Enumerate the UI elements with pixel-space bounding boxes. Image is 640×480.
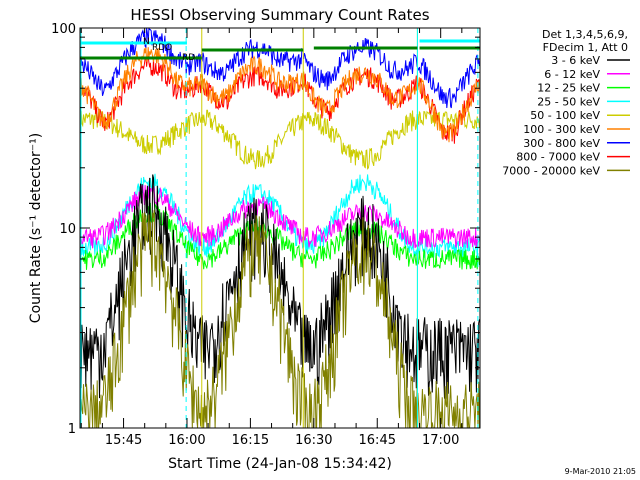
legend-entry-label: 50 - 100 keV — [530, 109, 600, 122]
y-tick-label: 1 — [68, 422, 76, 437]
series-line — [201, 55, 304, 107]
legend: Det 1,3,4,5,6,9,FDecim 1, Att 03 - 6 keV… — [502, 28, 630, 177]
date-stamp: 9-Mar-2010 21:05 — [565, 467, 636, 476]
series-line — [303, 110, 418, 170]
legend-header: FDecim 1, Att 0 — [543, 41, 628, 54]
series-line — [201, 215, 304, 428]
x-tick-label: 17:00 — [422, 433, 459, 448]
legend-entry-label: 800 - 7000 keV — [516, 151, 600, 164]
series-line — [80, 173, 202, 257]
y-tick-label: 10 — [59, 222, 76, 237]
y-axis-label-text: Count Rate (s⁻¹ detector⁻¹) — [28, 133, 44, 323]
series-line — [201, 109, 304, 170]
series-line — [80, 209, 202, 428]
series-layer — [80, 28, 480, 428]
series-line — [201, 39, 304, 82]
x-tick-label: 16:45 — [359, 433, 396, 448]
legend-entry-label: 3 - 6 keV — [551, 54, 600, 67]
flag-annotation: RD — [182, 53, 195, 63]
series-line — [417, 317, 480, 399]
x-tick-label: 16:15 — [232, 433, 269, 448]
legend-entry-label: 300 - 800 keV — [523, 137, 600, 150]
svg-text:Count Rate (s⁻¹ detector⁻¹): Count Rate (s⁻¹ detector⁻¹) — [28, 133, 44, 323]
flag-annotation: RDO — [152, 43, 172, 53]
series-line — [303, 38, 418, 91]
series-line — [417, 227, 480, 249]
series-line — [417, 249, 480, 270]
legend-entry-label: 6 - 12 keV — [544, 68, 600, 81]
series-line — [303, 66, 418, 117]
legend-entry-label: 25 - 50 keV — [537, 95, 600, 108]
series-line — [80, 55, 202, 131]
x-axis-label: Start Time (24-Jan-08 15:34:42) — [168, 456, 392, 472]
series-line — [417, 235, 480, 259]
legend-entry-label: 100 - 300 keV — [523, 123, 600, 136]
series-line — [201, 197, 304, 383]
series-line — [303, 217, 418, 428]
series-line — [80, 174, 202, 399]
axes-layer: 15:45 16:00 16:15 16:30 16:45 17:00 1 10 100 — [51, 22, 480, 448]
series-line — [417, 109, 480, 130]
legend-entry-label: 12 - 25 keV — [537, 82, 600, 95]
flag-annotation: N — [143, 37, 150, 47]
series-line — [201, 196, 304, 247]
series-line — [80, 28, 202, 96]
series-line — [417, 77, 480, 143]
y-tick-label: 100 — [51, 22, 76, 37]
x-tick-label: 15:45 — [105, 433, 142, 448]
x-tick-label: 16:30 — [295, 433, 332, 448]
y-axis-label: Count Rate (s⁻¹ detector⁻¹) — [28, 133, 44, 323]
series-line — [80, 202, 202, 270]
legend-header: Det 1,3,4,5,6,9, — [542, 28, 628, 41]
series-line — [417, 54, 480, 109]
series-line — [80, 46, 202, 130]
x-tick-label: 16:00 — [168, 433, 205, 448]
series-line — [417, 380, 480, 428]
series-line — [303, 203, 418, 249]
legend-entry-label: 7000 - 20000 keV — [502, 164, 600, 177]
chart-title: HESSI Observing Summary Count Rates — [130, 6, 429, 24]
